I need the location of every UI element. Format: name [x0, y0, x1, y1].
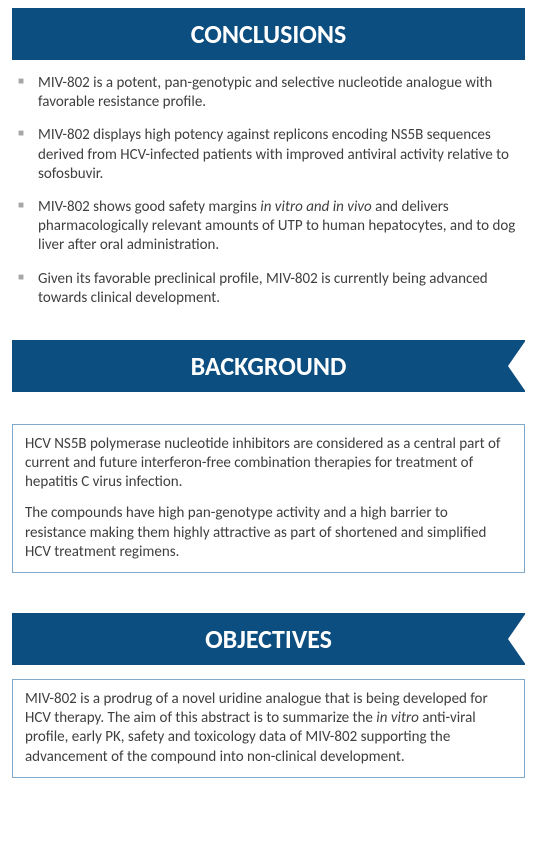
objectives-paragraph: MIV-802 is a prodrug of a novel uridine …: [25, 690, 512, 767]
conclusions-bullet: MIV-802 displays high potency against re…: [16, 126, 519, 184]
objectives-box: MIV-802 is a prodrug of a novel uridine …: [12, 679, 525, 778]
background-header: BACKGROUND: [12, 340, 525, 392]
conclusions-bullet: MIV-802 shows good safety margins in vit…: [16, 198, 519, 256]
background-paragraph: The compounds have high pan-genotype act…: [25, 504, 512, 562]
conclusions-bullet: Given its favorable preclinical profile,…: [16, 270, 519, 308]
conclusions-header: CONCLUSIONS: [12, 8, 525, 60]
conclusions-list: MIV-802 is a potent, pan-genotypic and s…: [12, 74, 525, 308]
background-box: HCV NS5B polymerase nucleotide inhibitor…: [12, 424, 525, 573]
background-paragraph: HCV NS5B polymerase nucleotide inhibitor…: [25, 435, 512, 493]
objectives-header: OBJECTIVES: [12, 613, 525, 665]
conclusions-bullet: MIV-802 is a potent, pan-genotypic and s…: [16, 74, 519, 112]
